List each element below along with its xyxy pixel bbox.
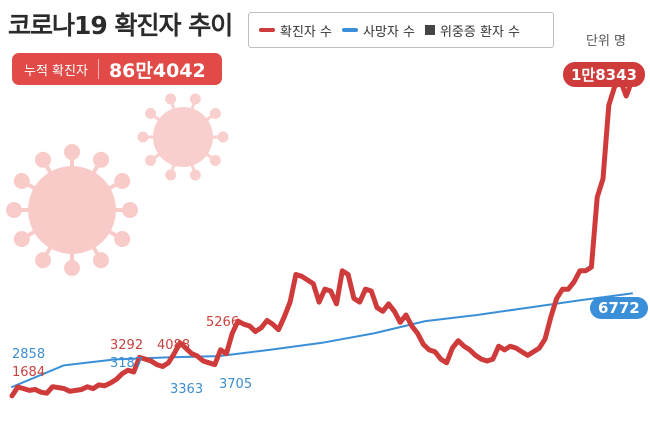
legend: 확진자 수 사망자 수 위중증 환자 수 (248, 12, 554, 48)
virus-spike-knob (64, 144, 80, 160)
confirmed-annotation-4: 5266 (206, 315, 240, 330)
unit-label: 단위 명 (586, 34, 627, 49)
latest-deaths-badge: 6772 (590, 297, 648, 319)
legend-item-critical: 위중증 환자 수 (424, 21, 520, 40)
legend-swatch-confirmed (259, 28, 275, 32)
legend-swatch-critical (424, 25, 435, 35)
virus-spike-knob (165, 93, 177, 105)
confirmed-annotation-3: 4088 (157, 338, 191, 353)
virus-spike-knob (122, 202, 138, 218)
virus-spike-knob (165, 169, 177, 181)
cumulative-badge: 누적 확진자 86만4042 (12, 53, 222, 85)
virus-spike-knob (6, 202, 22, 218)
virus-spike-knob (93, 151, 109, 168)
legend-label-deaths: 사망자 수 (362, 24, 415, 40)
virus-spike-knob (93, 252, 109, 269)
virus-spike-knob (145, 107, 157, 119)
legend-item-deaths: 사망자 수 (341, 21, 415, 40)
confirmed-annotation-2: 3292 (110, 338, 144, 353)
virus-spike-knob (209, 155, 221, 167)
deaths-annotation-2: 3187 (110, 356, 144, 371)
virus-spike-knob (13, 173, 30, 189)
deaths-annotation-1: 2858 (12, 347, 46, 362)
virus-icon-small (137, 93, 229, 181)
virus-spike-knob (189, 169, 201, 181)
legend-swatch-deaths (341, 28, 358, 32)
virus-spike-knob (13, 231, 30, 247)
legend-label-critical: 위중증 환자 수 (439, 24, 520, 40)
deaths-annotation-3: 3363 (170, 382, 204, 397)
legend-item-confirmed: 확진자 수 (259, 21, 332, 40)
virus-spike-knob (145, 155, 157, 167)
legend-label-confirmed: 확진자 수 (280, 24, 332, 40)
virus-spike-knob (217, 131, 229, 143)
virus-icon-large (6, 144, 138, 276)
confirmed-line (9, 78, 635, 399)
virus-spike-knob (209, 107, 221, 119)
deaths-annotation-4: 3705 (219, 377, 253, 392)
virus-spike-knob (35, 252, 51, 269)
virus-spike-knob (189, 93, 201, 105)
virus-spike-knob (137, 131, 149, 143)
virus-spike-knob (35, 151, 51, 168)
cumulative-divider (97, 59, 99, 79)
chart-title: 코로나19 확진자 추이 (8, 11, 233, 40)
virus-spike-knob (64, 260, 80, 276)
virus-spike-knob (114, 231, 131, 247)
virus-spike-knob (114, 173, 131, 189)
latest-confirmed-badge: 1만8343 (563, 62, 645, 87)
cumulative-value: 86만4042 (108, 59, 206, 82)
confirmed-annotation-1: 1684 (12, 365, 46, 380)
deaths-line (11, 292, 633, 388)
cumulative-label: 누적 확진자 (24, 63, 88, 79)
